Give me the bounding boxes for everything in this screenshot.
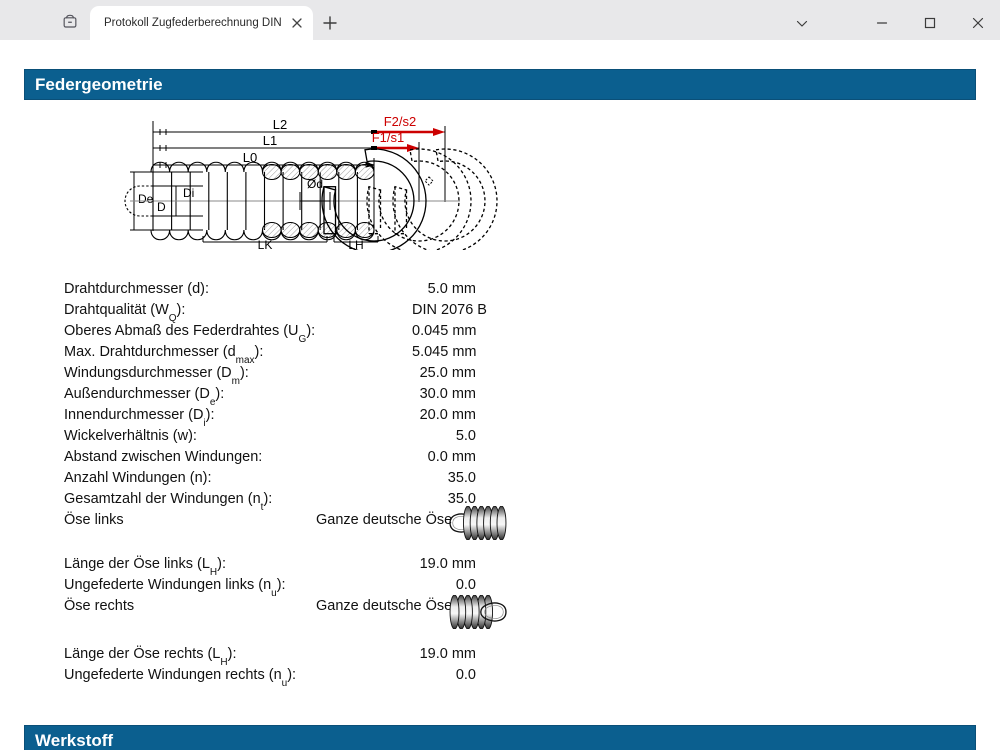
svg-text:LH: LH [348,238,363,250]
svg-text:Di: Di [183,186,194,200]
svg-text:F2/s2: F2/s2 [384,114,417,129]
svg-text:L2: L2 [273,117,287,132]
svg-text:L1: L1 [263,133,277,148]
svg-text:D: D [157,200,166,214]
svg-text:LK: LK [258,238,273,250]
svg-text:F1/s1: F1/s1 [372,130,405,145]
svg-text:Ød: Ød [307,177,323,191]
svg-text:De: De [138,192,154,206]
